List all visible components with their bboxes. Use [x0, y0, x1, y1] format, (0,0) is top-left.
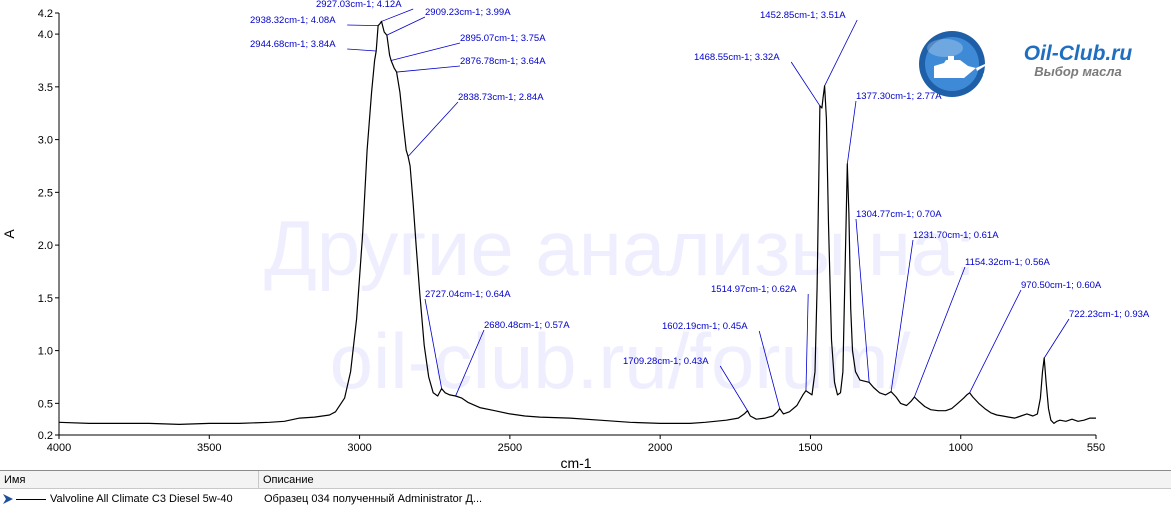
- y-tick-label: 3.0: [38, 135, 53, 147]
- annotation-leader: [396, 65, 461, 73]
- peak-annotation-label: 1514.97cm-1; 0.62A: [711, 284, 797, 295]
- peak-annotation-label: 2927.03cm-1; 4.12A: [316, 0, 402, 10]
- peak-annotation-label: 2680.48cm-1; 0.57A: [484, 320, 570, 331]
- axes: 4000 3500 3000 2500 2000 1500 1000 550 0.2 0.5 1.0…: [38, 8, 1105, 454]
- x-tick-label: 3000: [347, 442, 371, 454]
- annotation-leader: [855, 218, 870, 383]
- x-axis-label: cm-1: [560, 455, 591, 470]
- peak-annotation-label: 1709.28cm-1; 0.43A: [623, 356, 709, 367]
- y-tick-label: 2.0: [38, 240, 53, 252]
- series-layer: [58, 20, 1096, 425]
- watermark-line-1: Другие анализы на:: [264, 204, 976, 292]
- table-row[interactable]: Valvoline All Climate C3 Diesel 5w-40 Об…: [0, 490, 1171, 508]
- peak-annotation-label: 1154.32cm-1; 0.56A: [965, 257, 1051, 268]
- annotation-leader: [391, 42, 461, 61]
- column-header-description[interactable]: Описание: [259, 471, 1171, 489]
- peak-annotation-label: 1468.55cm-1; 3.32A: [694, 52, 780, 63]
- annotation-leader: [719, 365, 748, 411]
- annotation-leader: [758, 330, 781, 409]
- row-pointer-icon: [3, 494, 13, 504]
- peak-annotation-label: 1602.19cm-1; 0.45A: [662, 321, 748, 332]
- y-tick-label: 2.5: [38, 187, 53, 199]
- spectrum-chart: Другие анализы на: oil-club.ru/forum/ 40…: [1, 0, 1150, 470]
- oil-can-icon: [934, 56, 987, 78]
- x-tick-label: 4000: [47, 442, 71, 454]
- series-line-swatch: [16, 499, 46, 500]
- sample-name: Valvoline All Climate C3 Diesel 5w-40: [50, 493, 233, 505]
- annotation-leader: [455, 329, 485, 397]
- column-header-name[interactable]: Имя: [0, 471, 259, 489]
- x-tick-label: 1500: [798, 442, 822, 454]
- series-line: [58, 20, 1096, 425]
- y-tick-label: 1.5: [38, 293, 53, 305]
- cell-sample-description[interactable]: Образец 034 полученный Administrator Д..…: [264, 493, 483, 505]
- annotation-leader: [424, 298, 443, 389]
- annotation-leader: [347, 24, 379, 27]
- annotation-leader: [1043, 318, 1070, 359]
- peak-annotation-label: 2727.04cm-1; 0.64A: [425, 289, 511, 300]
- y-tick-label: 0.5: [38, 398, 53, 410]
- peak-annotation-label: 2895.07cm-1; 3.75A: [460, 33, 546, 44]
- peak-annotation-label: 2938.32cm-1; 4.08A: [250, 15, 336, 26]
- peak-annotation-label: 1452.85cm-1; 3.51A: [760, 10, 846, 21]
- annotation-leader: [824, 19, 858, 86]
- peak-annotation-label: 1377.30cm-1; 2.77A: [856, 91, 942, 102]
- peak-annotation-label: 970.50cm-1; 0.60A: [1021, 280, 1102, 291]
- peak-annotation-label: 2944.68cm-1; 3.84A: [250, 39, 336, 50]
- sample-table: Имя Описание Valvoline All Climate C3 Di…: [0, 470, 1171, 510]
- logo-subtitle: Выбор масла: [1034, 64, 1121, 79]
- peak-annotation-label: 1231.70cm-1; 0.61A: [913, 230, 999, 241]
- y-tick-label: 4.2: [38, 8, 53, 20]
- annotation-leader: [790, 61, 821, 107]
- x-tick-label: 1000: [948, 442, 972, 454]
- peak-annotation-label: 2909.23cm-1; 3.99A: [425, 7, 511, 18]
- annotation-leader: [347, 48, 377, 52]
- y-tick-label: 0.2: [38, 430, 53, 442]
- peak-annotation-label: 2876.78cm-1; 3.64A: [460, 56, 546, 67]
- peak-annotation-label: 722.23cm-1; 0.93A: [1069, 309, 1150, 320]
- cell-sample-name[interactable]: Valvoline All Climate C3 Diesel 5w-40: [0, 490, 259, 508]
- logo-title: Oil-Club.ru: [1024, 42, 1133, 65]
- y-axis-label: A: [1, 229, 17, 239]
- y-tick-label: 3.5: [38, 82, 53, 94]
- logo-highlight: [927, 39, 963, 57]
- x-tick-label: 2000: [648, 442, 672, 454]
- annotation-leader: [386, 16, 426, 36]
- peak-annotation-label: 1304.77cm-1; 0.70A: [856, 209, 942, 220]
- annotation-leader: [381, 8, 414, 22]
- peak-annotations: 2927.03cm-1; 4.12A 2938.32cm-1; 4.08A 2944…: [250, 0, 1150, 411]
- annotation-leader: [890, 239, 914, 392]
- x-tick-label: 2500: [498, 442, 522, 454]
- watermark-line-2: oil-club.ru/forum/: [330, 317, 911, 405]
- oil-club-logo: Oil-Club.ru Выбор масла: [919, 31, 1132, 97]
- annotation-leader: [407, 101, 459, 157]
- y-tick-label: 1.0: [38, 346, 53, 358]
- x-tick-label: 3500: [197, 442, 221, 454]
- x-tick-label: 550: [1087, 442, 1105, 454]
- annotation-leader: [969, 289, 1022, 393]
- annotation-leader: [805, 293, 809, 391]
- peak-annotation-label: 2838.73cm-1; 2.84A: [458, 92, 544, 103]
- annotation-leader: [846, 100, 857, 164]
- annotation-leader: [913, 266, 966, 398]
- y-tick-label: 4.0: [38, 29, 53, 41]
